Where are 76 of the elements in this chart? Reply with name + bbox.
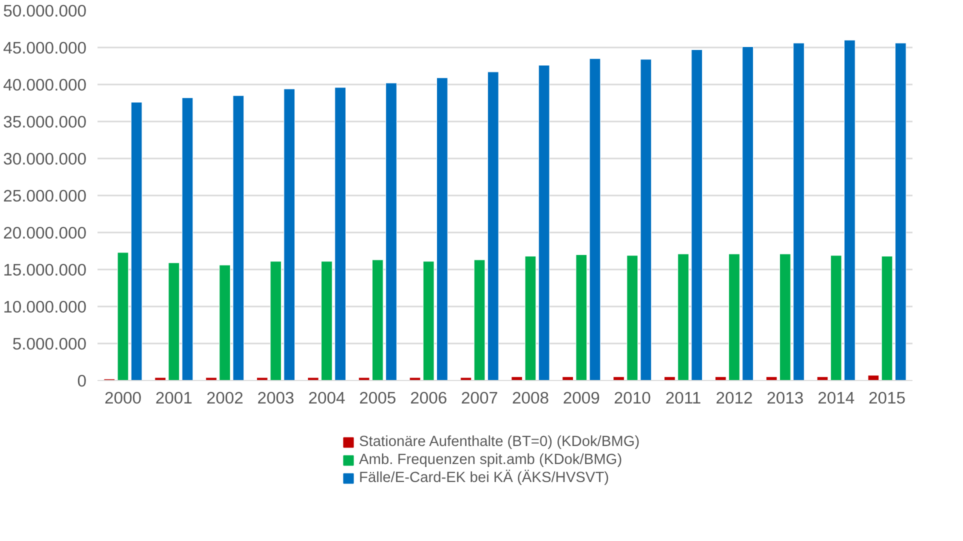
x-tick-label: 2007 [461, 388, 498, 408]
x-tick-label: 2002 [206, 388, 244, 408]
bar [168, 262, 180, 380]
x-tick-label: 2010 [614, 388, 651, 408]
y-tick-label: 30.000.000 [3, 150, 87, 168]
bar [691, 49, 703, 380]
bar [154, 377, 166, 380]
x-tick-label: 2011 [665, 388, 702, 408]
x-tick-label: 2005 [359, 388, 396, 408]
bar [640, 59, 652, 380]
y-tick-label: 35.000.000 [3, 112, 87, 132]
bar [524, 256, 536, 380]
bar [714, 376, 726, 380]
y-tick-label: 0 [77, 372, 86, 390]
bar [422, 261, 434, 380]
y-tick-label: 20.000.000 [3, 224, 87, 242]
x-tick-label: 2000 [104, 388, 142, 408]
bar [626, 255, 638, 380]
legend-label: Amb. Frequenzen spit.amb (KDok/BMG) [359, 452, 622, 468]
bar [830, 255, 842, 380]
x-tick-label: 2012 [716, 388, 753, 408]
bar [894, 42, 906, 380]
legend-label: Stationäre Aufenthalte (BT=0) (KDok/BMG) [359, 434, 640, 450]
y-tick-label: 45.000.000 [3, 38, 87, 58]
bar [538, 65, 550, 380]
bar [868, 375, 880, 380]
y-tick-label: 40.000.000 [3, 76, 87, 94]
bar [182, 98, 194, 380]
bar [307, 377, 319, 380]
x-tick-label: 2014 [818, 388, 855, 408]
bar [372, 260, 384, 380]
x-tick-label: 2013 [766, 388, 804, 408]
bar [358, 377, 370, 380]
x-tick-label: 2009 [562, 388, 600, 408]
x-tick-label: 2008 [512, 388, 550, 408]
x-tick-label: 2015 [868, 388, 906, 408]
bar [284, 88, 296, 380]
bar [206, 377, 217, 380]
legend-label: Fälle/E-Card-EK bei KÄ (ÄKS/HVSVT) [359, 470, 610, 486]
bar [511, 376, 523, 380]
y-tick-label: 25.000.000 [3, 186, 87, 206]
bar [881, 256, 893, 380]
bar [793, 42, 804, 380]
bar [321, 261, 332, 380]
bar [728, 254, 740, 380]
bar [117, 252, 129, 380]
bar [409, 377, 421, 380]
x-tick-label: 2004 [308, 388, 346, 408]
bar [436, 78, 448, 380]
bar [460, 377, 472, 380]
bar [219, 264, 231, 380]
bar [562, 376, 574, 380]
x-tick-label: 2006 [410, 388, 448, 408]
bar [487, 72, 499, 380]
bar [576, 254, 588, 380]
bar [386, 82, 397, 380]
bar [232, 95, 244, 380]
bar [766, 376, 778, 380]
x-tick-label: 2003 [257, 388, 294, 408]
x-tick-label: 2001 [155, 388, 192, 408]
bar [742, 46, 754, 380]
bar [664, 376, 676, 380]
bar [270, 261, 282, 380]
bar [678, 254, 689, 380]
y-tick-label: 50.000.000 [3, 2, 87, 20]
bar [613, 376, 624, 380]
bar [589, 58, 601, 380]
bar [334, 87, 346, 380]
y-tick-label: 10.000.000 [3, 298, 87, 316]
bar [130, 102, 142, 380]
bar [256, 377, 268, 380]
bar [779, 254, 791, 380]
bar [844, 40, 856, 380]
y-tick-label: 5.000.000 [12, 334, 87, 354]
y-tick-label: 15.000.000 [3, 260, 87, 280]
bar [474, 260, 486, 380]
